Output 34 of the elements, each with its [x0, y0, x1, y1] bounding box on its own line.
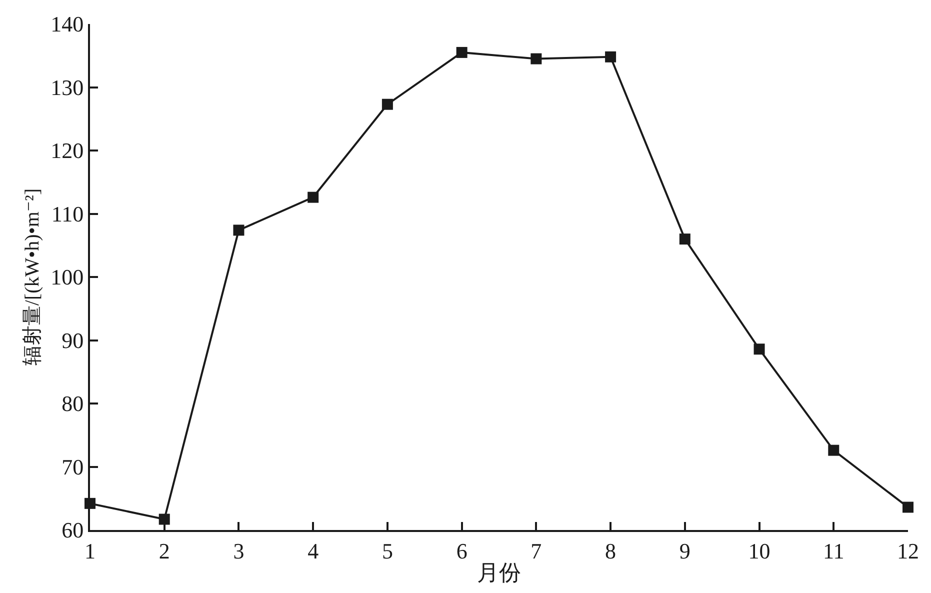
y-axis-title: 辐射量/[(kW•h)•m⁻²]	[22, 188, 44, 366]
y-tick-label: 110	[51, 201, 84, 226]
y-tick-label: 100	[50, 264, 84, 290]
x-tick-label: 5	[382, 538, 393, 564]
x-tick-label: 7	[530, 538, 542, 564]
x-tick-label: 12	[897, 538, 919, 564]
point	[158, 514, 170, 525]
point	[679, 234, 690, 245]
x-tick-label: 4	[308, 538, 319, 564]
x-tick-label: 6	[456, 538, 468, 564]
point	[828, 444, 840, 456]
point	[902, 502, 914, 513]
y-tick-label: 130	[50, 74, 84, 100]
y-tick-label: 120	[50, 138, 84, 164]
y-tick-label: 90	[62, 328, 84, 353]
point	[456, 46, 468, 58]
y-tick-label: 80	[62, 391, 84, 416]
x-axis-title: 月份	[477, 560, 521, 585]
point	[530, 53, 542, 64]
y-tick-label: 60	[62, 518, 84, 543]
point	[308, 192, 319, 203]
point	[382, 98, 393, 110]
x-tick-label: 2	[158, 538, 170, 564]
x-tick-label: 3	[233, 538, 244, 564]
point	[754, 344, 765, 355]
x-tick-label: 9	[679, 538, 690, 564]
point	[233, 224, 244, 236]
y-tick-label: 70	[62, 454, 84, 480]
y-tick-label: 140	[50, 12, 84, 37]
x-tick-label: 8	[605, 538, 616, 564]
point	[605, 51, 616, 62]
x-tick-label: 10	[748, 538, 770, 564]
x-tick-label: 11	[823, 538, 844, 564]
x-tick-label: 1	[84, 538, 96, 564]
